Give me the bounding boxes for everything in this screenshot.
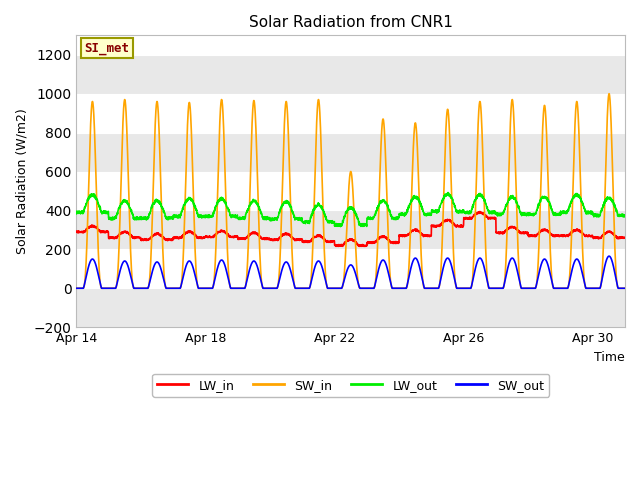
Bar	[76, 55, 625, 94]
Bar	[76, 210, 625, 249]
Bar	[76, 132, 625, 171]
X-axis label: Time: Time	[595, 350, 625, 363]
Text: SI_met: SI_met	[84, 42, 129, 55]
Legend: LW_in, SW_in, LW_out, SW_out: LW_in, SW_in, LW_out, SW_out	[152, 374, 549, 397]
Title: Solar Radiation from CNR1: Solar Radiation from CNR1	[249, 15, 452, 30]
Bar	[76, 288, 625, 327]
Y-axis label: Solar Radiation (W/m2): Solar Radiation (W/m2)	[15, 108, 28, 254]
